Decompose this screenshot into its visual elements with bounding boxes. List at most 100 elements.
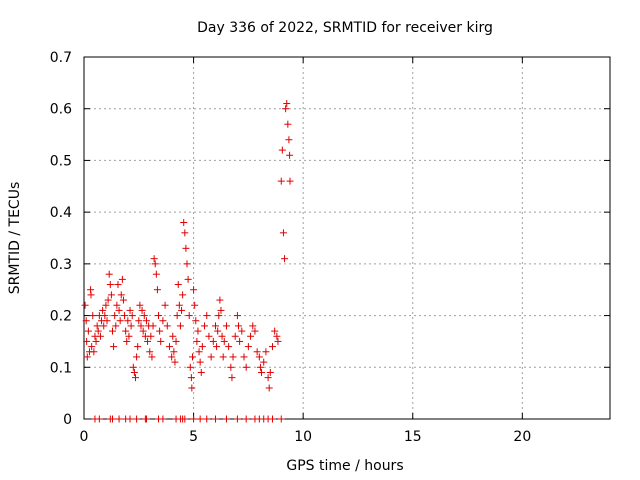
data-point: [219, 353, 227, 361]
data-point: [190, 415, 198, 423]
data-point: [220, 337, 228, 345]
data-point: [96, 332, 104, 340]
data-point: [268, 415, 276, 423]
data-point: [125, 332, 133, 340]
data-point: [225, 343, 233, 351]
data-point: [108, 415, 116, 423]
data-point: [222, 322, 230, 330]
data-point: [111, 312, 119, 320]
data-point: [99, 306, 107, 314]
data-point: [114, 281, 122, 289]
data-point: [286, 177, 294, 185]
data-point: [170, 348, 178, 356]
data-point: [138, 306, 146, 314]
data-point: [112, 322, 120, 330]
data-point: [283, 100, 291, 108]
data-point: [188, 384, 196, 392]
data-point: [233, 312, 241, 320]
grid: [84, 57, 610, 419]
data-point: [123, 337, 131, 345]
y-tick-label: 0: [63, 412, 72, 428]
data-point: [255, 353, 263, 361]
plot-frame: [83, 56, 611, 420]
data-point: [100, 322, 108, 330]
data-point: [262, 348, 270, 356]
data-point: [242, 415, 250, 423]
data-point: [110, 343, 118, 351]
data-point: [124, 317, 132, 325]
y-tick-label: 0.5: [50, 153, 72, 169]
data-point: [122, 327, 130, 335]
data-point: [159, 415, 167, 423]
data-point: [105, 270, 113, 278]
data-point: [95, 415, 103, 423]
x-tick-label: 0: [80, 429, 89, 445]
data-point: [142, 415, 150, 423]
data-point: [256, 363, 264, 371]
data-point: [137, 322, 145, 330]
data-point: [178, 306, 186, 314]
data-point: [175, 301, 183, 309]
data-point: [194, 327, 202, 335]
data-point: [126, 306, 134, 314]
data-point: [247, 332, 255, 340]
data-point: [116, 317, 124, 325]
data-point: [205, 332, 213, 340]
data-point: [228, 374, 236, 382]
data-point: [181, 415, 189, 423]
data-point: [83, 353, 91, 361]
data-point: [168, 353, 176, 361]
data-point: [157, 337, 165, 345]
data-point: [139, 327, 147, 335]
data-point: [185, 312, 193, 320]
data-point: [169, 332, 177, 340]
data-point: [271, 327, 279, 335]
data-point: [153, 286, 161, 294]
data-point: [140, 312, 148, 320]
data-point: [179, 291, 187, 299]
data-point: [235, 322, 243, 330]
data-point: [203, 312, 211, 320]
data-point: [146, 348, 154, 356]
data-point: [279, 229, 287, 237]
x-tick-label: 15: [404, 429, 422, 445]
data-point: [238, 327, 246, 335]
data-point: [159, 317, 167, 325]
data-point: [240, 353, 248, 361]
data-point: [150, 255, 158, 263]
y-tick-label: 0.3: [50, 257, 72, 273]
data-point: [128, 312, 136, 320]
data-point: [149, 322, 157, 330]
data-point: [130, 368, 138, 376]
data-point: [277, 177, 285, 185]
data-point: [197, 368, 205, 376]
data-point: [195, 348, 203, 356]
data-point: [222, 415, 230, 423]
x-axis-label: GPS time / hours: [286, 458, 403, 474]
data-point: [258, 368, 266, 376]
data-point: [183, 260, 191, 268]
data-point: [172, 337, 180, 345]
data-point: [135, 317, 143, 325]
data-point: [171, 358, 179, 366]
data-point: [277, 415, 285, 423]
data-point: [176, 322, 184, 330]
data-point: [180, 218, 188, 226]
data-point: [147, 332, 155, 340]
data-point: [196, 415, 204, 423]
data-point: [192, 317, 200, 325]
data-point: [233, 415, 241, 423]
data-point: [115, 306, 123, 314]
x-tick-label: 5: [189, 429, 198, 445]
data-point: [209, 337, 217, 345]
data-point: [151, 260, 159, 268]
data-point: [214, 327, 222, 335]
data-point: [242, 363, 250, 371]
data-point: [184, 275, 192, 283]
data-point: [231, 332, 239, 340]
data-point: [126, 415, 134, 423]
data-point: [156, 327, 164, 335]
data-point: [193, 337, 201, 345]
y-tick-label: 0.6: [50, 102, 72, 118]
